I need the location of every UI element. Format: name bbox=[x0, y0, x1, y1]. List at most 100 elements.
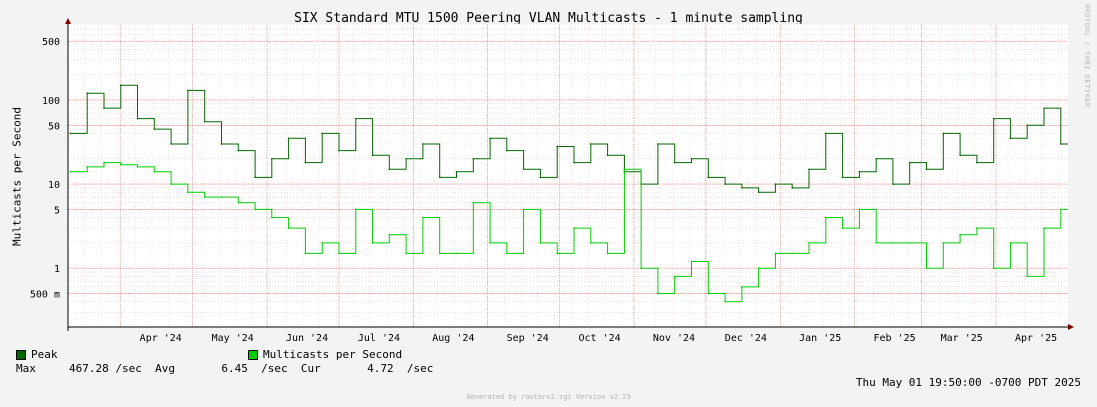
peak-point bbox=[136, 117, 139, 120]
multicasts-point bbox=[992, 267, 995, 270]
peak-point bbox=[908, 161, 911, 164]
peak-point bbox=[942, 132, 945, 135]
peak-point bbox=[304, 161, 307, 164]
multicasts-point bbox=[573, 227, 575, 229]
multicasts-point bbox=[824, 216, 827, 219]
x-tick-label: Apr '24 bbox=[140, 333, 182, 344]
multicasts-point bbox=[908, 242, 911, 244]
multicasts-point bbox=[808, 242, 810, 244]
multicasts-point bbox=[153, 170, 156, 173]
peak-point bbox=[690, 157, 693, 160]
stats-row: Max 467.28 /sec Avg 6.45 /sec Cur 4.72 /… bbox=[16, 362, 433, 375]
peak-point bbox=[153, 128, 156, 130]
peak-point bbox=[506, 149, 508, 152]
peak-point bbox=[606, 154, 609, 157]
peak-point bbox=[573, 161, 575, 164]
y-tick-label: 100 bbox=[42, 96, 60, 107]
peak-point bbox=[757, 191, 760, 194]
x-tick-label: Oct '24 bbox=[579, 333, 621, 344]
multicasts-point bbox=[623, 168, 626, 171]
x-tick-label: May '24 bbox=[212, 333, 254, 344]
chart-title: SIX Standard MTU 1500 Peering VLAN Multi… bbox=[294, 11, 803, 26]
peak-point bbox=[1060, 143, 1062, 145]
peak-point bbox=[522, 168, 525, 171]
multicasts-point bbox=[741, 286, 743, 288]
x-tick-label: Feb '25 bbox=[873, 333, 915, 344]
peak-point bbox=[875, 157, 877, 160]
cur-label: Cur bbox=[300, 362, 321, 375]
y-tick-label: 5 bbox=[54, 205, 60, 216]
multicasts-swatch bbox=[248, 349, 258, 360]
multicasts-point bbox=[640, 267, 642, 270]
multicasts-point bbox=[455, 252, 458, 255]
peak-point bbox=[220, 143, 223, 145]
peak-point bbox=[1009, 137, 1012, 140]
peak-point bbox=[892, 183, 894, 185]
multicasts-point bbox=[422, 216, 424, 219]
series bbox=[69, 84, 1068, 303]
rrdtool-watermark: RRDTOOL / TOBI OETIKER bbox=[1083, 4, 1091, 108]
peak-point bbox=[858, 170, 861, 173]
peak-point bbox=[271, 157, 273, 160]
peak-point bbox=[657, 143, 659, 145]
x-tick-label: Dec '24 bbox=[725, 333, 767, 344]
multicasts-point bbox=[606, 252, 609, 255]
cur-value: 4.72 bbox=[367, 362, 394, 375]
peak-swatch bbox=[16, 349, 26, 360]
peak-point bbox=[841, 176, 844, 179]
x-tick-label: Jul '24 bbox=[358, 333, 400, 344]
peak-point bbox=[86, 92, 88, 95]
multicasts-point bbox=[136, 166, 139, 168]
peak-point bbox=[321, 132, 323, 135]
multicasts-point bbox=[774, 252, 777, 255]
peak-point bbox=[724, 183, 726, 185]
peak-point bbox=[539, 176, 542, 179]
peak-point bbox=[354, 117, 357, 120]
multicasts-point bbox=[489, 242, 491, 244]
peak-point bbox=[925, 168, 928, 171]
multicasts-point bbox=[858, 208, 861, 211]
multicasts-point bbox=[657, 292, 659, 295]
generated-by: Generated by routers2.cgi Version v2.23 bbox=[466, 393, 631, 401]
peak-point bbox=[489, 137, 491, 140]
multicasts-point bbox=[942, 242, 945, 244]
peak-point bbox=[338, 149, 340, 152]
multicasts-point bbox=[925, 267, 928, 270]
peak-point bbox=[741, 187, 743, 189]
y-axis-arrow bbox=[65, 18, 71, 24]
multicasts-point bbox=[354, 208, 357, 211]
peak-point bbox=[824, 132, 827, 135]
peak-point bbox=[959, 154, 961, 157]
multicasts-point bbox=[673, 275, 676, 278]
tick-labels: 500 m 1 5 10 50 100 500 Apr '24 May '24 Jun '24 Ju… bbox=[30, 37, 1057, 344]
multicasts-point bbox=[875, 242, 877, 244]
y-tick-label: 10 bbox=[48, 180, 60, 191]
multicasts-point bbox=[187, 191, 189, 194]
avg-label: Avg bbox=[155, 362, 175, 375]
peak-point bbox=[187, 89, 189, 92]
peak-point bbox=[203, 121, 206, 123]
max-value: 467.28 bbox=[69, 362, 109, 375]
peak-point bbox=[69, 132, 72, 135]
peak-point bbox=[791, 187, 794, 189]
multicasts-point bbox=[203, 196, 206, 198]
peak-point bbox=[119, 84, 122, 86]
peak-point bbox=[707, 176, 710, 179]
multicasts-point bbox=[1026, 275, 1029, 278]
multicasts-point bbox=[690, 260, 693, 263]
avg-value: 6.45 bbox=[221, 362, 248, 375]
multicasts-point bbox=[103, 161, 105, 164]
peak-point bbox=[589, 143, 592, 145]
y-tick-label: 500 bbox=[42, 37, 60, 48]
peak-point bbox=[556, 145, 559, 148]
multicasts-point bbox=[539, 242, 542, 244]
peak-point bbox=[1026, 124, 1029, 127]
peak-point bbox=[808, 168, 810, 171]
peak-point bbox=[976, 161, 978, 164]
multicasts-point bbox=[338, 252, 340, 255]
peak-point bbox=[438, 176, 441, 179]
multicasts-point bbox=[472, 201, 475, 204]
max-label: Max bbox=[16, 362, 36, 375]
multicasts-point bbox=[959, 233, 961, 236]
